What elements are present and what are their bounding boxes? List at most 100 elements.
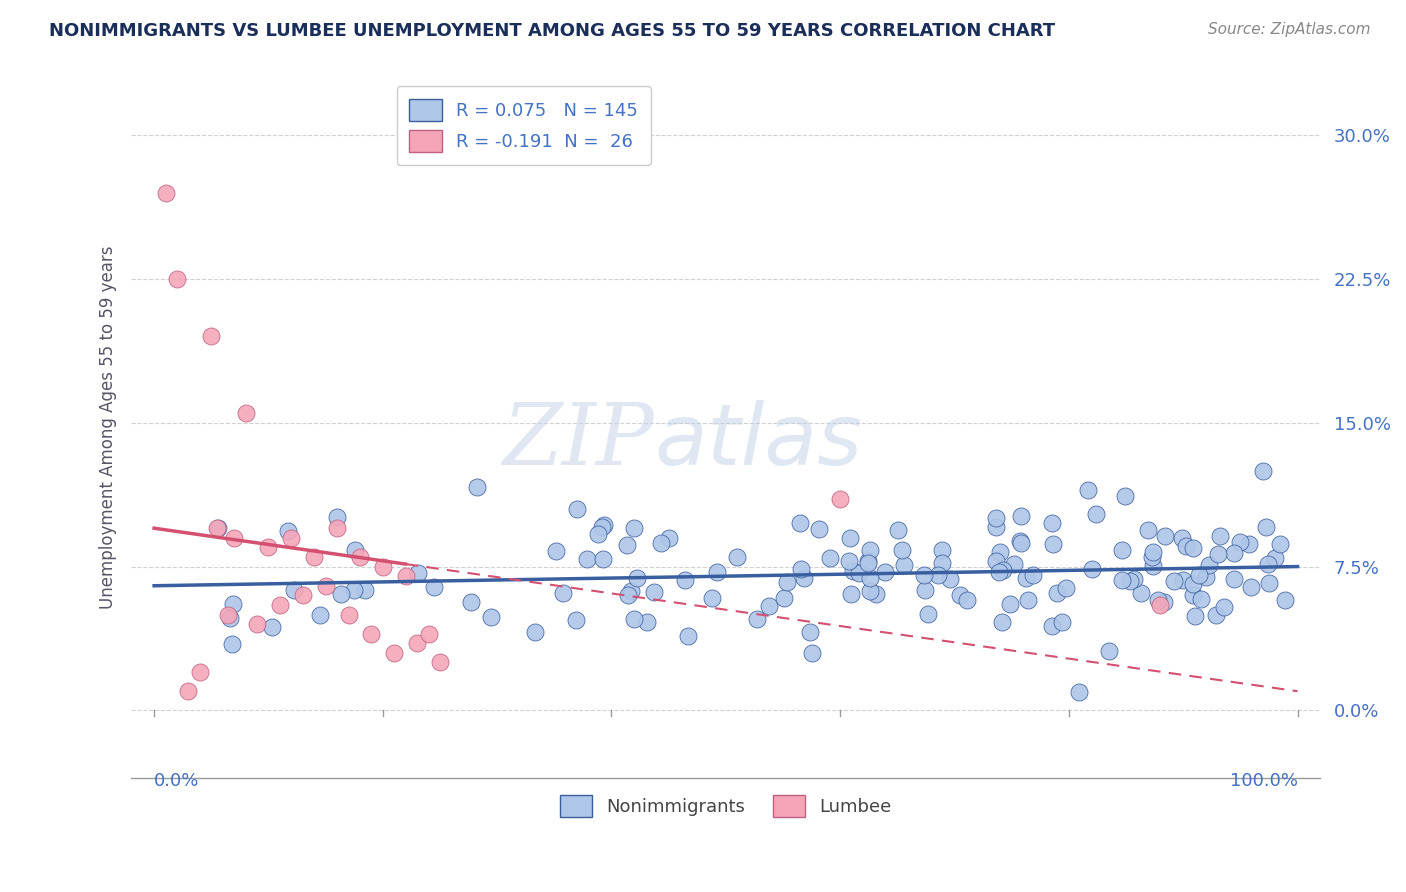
Point bbox=[360, 626, 382, 640]
Point bbox=[1223, 572, 1246, 586]
Point bbox=[1173, 573, 1195, 587]
Point bbox=[1240, 580, 1263, 594]
Point bbox=[544, 543, 567, 558]
Point bbox=[1111, 573, 1133, 587]
Point bbox=[200, 329, 222, 343]
Point bbox=[235, 406, 257, 420]
Point bbox=[842, 564, 865, 578]
Point bbox=[986, 510, 1008, 524]
Point bbox=[1194, 570, 1216, 584]
Text: 100.0%: 100.0% bbox=[1230, 772, 1298, 789]
Point bbox=[856, 556, 879, 570]
Point bbox=[643, 585, 665, 599]
Point bbox=[1146, 593, 1168, 607]
Point bbox=[217, 607, 239, 622]
Point bbox=[371, 559, 394, 574]
Point bbox=[931, 543, 953, 558]
Point bbox=[807, 522, 830, 536]
Point bbox=[914, 582, 936, 597]
Point bbox=[859, 543, 882, 558]
Point bbox=[1274, 592, 1296, 607]
Point bbox=[1256, 520, 1278, 534]
Point bbox=[820, 551, 842, 566]
Text: ZIP: ZIP bbox=[502, 401, 654, 483]
Point bbox=[283, 583, 305, 598]
Point bbox=[326, 521, 349, 535]
Point bbox=[1002, 557, 1025, 571]
Point bbox=[460, 594, 482, 608]
Text: atlas: atlas bbox=[654, 400, 862, 483]
Point bbox=[887, 523, 910, 537]
Point bbox=[873, 566, 896, 580]
Point bbox=[222, 597, 245, 611]
Legend: Nonimmigrants, Lumbee: Nonimmigrants, Lumbee bbox=[553, 788, 898, 824]
Point bbox=[1042, 537, 1064, 551]
Point bbox=[858, 571, 880, 585]
Point bbox=[617, 588, 640, 602]
Point bbox=[177, 684, 200, 698]
Point bbox=[1163, 574, 1185, 588]
Point bbox=[1181, 588, 1204, 602]
Point bbox=[1257, 557, 1279, 571]
Point bbox=[1137, 523, 1160, 537]
Point bbox=[1205, 607, 1227, 622]
Point bbox=[636, 615, 658, 630]
Point bbox=[706, 565, 728, 579]
Point bbox=[423, 580, 446, 594]
Point bbox=[856, 553, 879, 567]
Point bbox=[758, 599, 780, 613]
Point bbox=[799, 625, 821, 640]
Point bbox=[623, 521, 645, 535]
Point bbox=[406, 566, 429, 580]
Point bbox=[291, 588, 314, 602]
Point bbox=[1123, 572, 1146, 586]
Point bbox=[1229, 535, 1251, 549]
Point bbox=[586, 526, 609, 541]
Point bbox=[939, 572, 962, 586]
Point bbox=[800, 646, 823, 660]
Point bbox=[262, 620, 284, 634]
Point bbox=[776, 574, 799, 589]
Point bbox=[354, 582, 377, 597]
Point bbox=[188, 665, 211, 679]
Point bbox=[984, 520, 1007, 534]
Text: Source: ZipAtlas.com: Source: ZipAtlas.com bbox=[1208, 22, 1371, 37]
Point bbox=[337, 607, 360, 622]
Point bbox=[592, 552, 614, 566]
Point bbox=[1184, 608, 1206, 623]
Point bbox=[302, 549, 325, 564]
Point bbox=[986, 554, 1008, 568]
Point bbox=[912, 567, 935, 582]
Point bbox=[1198, 558, 1220, 572]
Point bbox=[418, 626, 440, 640]
Point bbox=[700, 591, 723, 606]
Point bbox=[1208, 529, 1230, 543]
Point bbox=[205, 521, 228, 535]
Point bbox=[1153, 529, 1175, 543]
Point bbox=[790, 562, 813, 576]
Point bbox=[1040, 619, 1063, 633]
Point bbox=[772, 591, 794, 606]
Point bbox=[623, 612, 645, 626]
Point bbox=[839, 587, 862, 601]
Point bbox=[1017, 592, 1039, 607]
Point bbox=[890, 543, 912, 558]
Point bbox=[565, 613, 588, 627]
Point bbox=[1080, 562, 1102, 576]
Point bbox=[1010, 536, 1032, 550]
Text: NONIMMIGRANTS VS LUMBEE UNEMPLOYMENT AMONG AGES 55 TO 59 YEARS CORRELATION CHART: NONIMMIGRANTS VS LUMBEE UNEMPLOYMENT AMO… bbox=[49, 22, 1056, 40]
Point bbox=[838, 554, 860, 568]
Point bbox=[592, 517, 614, 532]
Point bbox=[745, 612, 768, 626]
Point bbox=[207, 521, 229, 535]
Point bbox=[988, 545, 1011, 559]
Text: 0.0%: 0.0% bbox=[155, 772, 200, 789]
Point bbox=[725, 549, 748, 564]
Point bbox=[277, 524, 299, 538]
Point bbox=[1140, 549, 1163, 564]
Point bbox=[998, 597, 1021, 611]
Point bbox=[673, 573, 696, 587]
Point bbox=[949, 588, 972, 602]
Point bbox=[1015, 570, 1038, 584]
Point bbox=[1153, 594, 1175, 608]
